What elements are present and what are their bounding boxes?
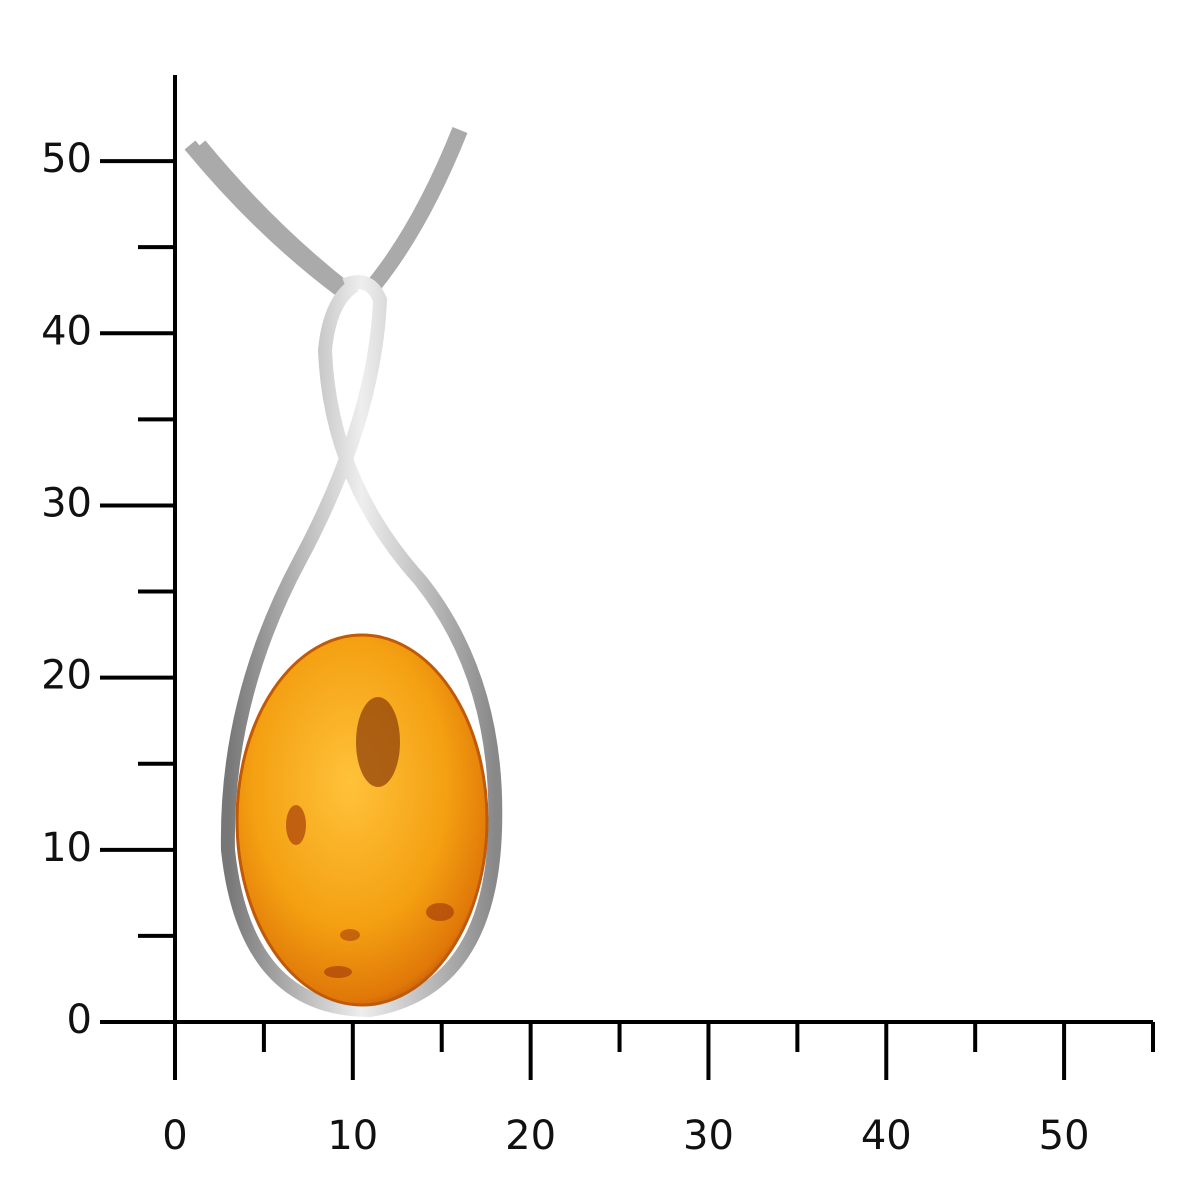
y-tick-label: 40 xyxy=(41,308,92,354)
x-tick-label: 50 xyxy=(1039,1113,1090,1159)
pendant xyxy=(184,127,503,1018)
y-tick-label: 0 xyxy=(67,997,92,1043)
x-tick-label: 0 xyxy=(162,1113,187,1159)
x-tick-label: 30 xyxy=(683,1113,734,1159)
y-tick-label: 30 xyxy=(41,480,92,526)
y-tick-label: 20 xyxy=(41,653,92,699)
x-tick-label: 10 xyxy=(327,1113,378,1159)
ruler: 0 10 20 30 40 50 0 10 20 30 40 50 xyxy=(41,75,1155,1159)
y-tick-label: 50 xyxy=(41,136,92,182)
x-tick-label: 40 xyxy=(861,1113,912,1159)
y-tick-label: 10 xyxy=(41,825,92,871)
x-tick-label: 20 xyxy=(505,1113,556,1159)
